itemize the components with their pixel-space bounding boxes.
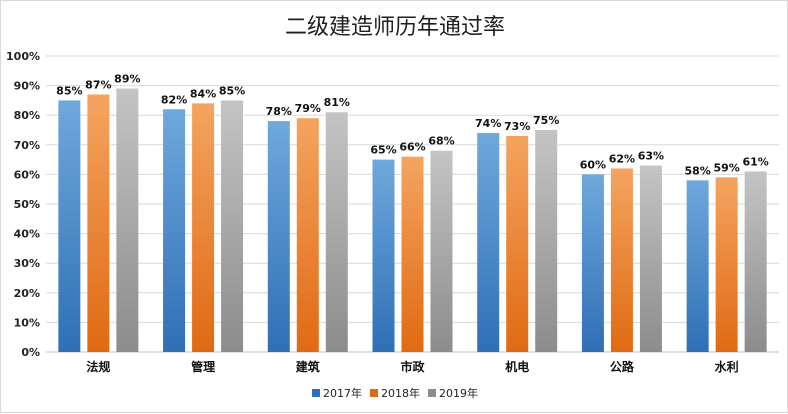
data-label: 84% xyxy=(190,87,216,100)
data-label: 59% xyxy=(713,161,739,174)
data-label: 85% xyxy=(219,84,245,97)
legend-swatch xyxy=(312,389,320,397)
y-tick-label: 20% xyxy=(14,287,40,300)
bar-2017年-市政 xyxy=(372,159,395,352)
bar-2019年-建筑 xyxy=(325,112,348,353)
data-label: 85% xyxy=(56,84,82,97)
data-label: 74% xyxy=(475,117,501,130)
y-tick-label: 60% xyxy=(14,168,40,181)
bar-2018年-水利 xyxy=(715,177,738,352)
y-tick-label: 50% xyxy=(14,198,40,211)
y-tick-label: 100% xyxy=(6,50,40,63)
y-tick-label: 90% xyxy=(14,80,40,93)
bar-2017年-法规 xyxy=(58,100,81,353)
x-tick-label: 管理 xyxy=(191,359,215,374)
bar-2018年-公路 xyxy=(610,168,633,352)
data-label: 62% xyxy=(609,152,635,165)
bar-2017年-公路 xyxy=(581,174,604,352)
data-label: 73% xyxy=(504,120,530,133)
y-tick-label: 70% xyxy=(14,139,40,152)
legend-swatch xyxy=(370,389,378,397)
y-axis-ticks: 0% 10% 20% 30% 40% 50% 60% 70% 80% 90% 100% xyxy=(6,50,40,359)
bar-2019年-市政 xyxy=(430,150,453,352)
data-label: 60% xyxy=(580,158,606,171)
data-label: 78% xyxy=(266,105,292,118)
x-tick-label: 机电 xyxy=(505,359,529,374)
bar-2017年-水利 xyxy=(686,180,709,352)
legend-label: 2017年 xyxy=(323,386,362,400)
x-tick-label: 法规 xyxy=(86,359,110,374)
data-label: 75% xyxy=(533,114,559,127)
bar-2018年-市政 xyxy=(401,156,424,352)
bar-2017年-建筑 xyxy=(267,121,290,353)
chart-title: 二级建造师历年通过率 xyxy=(285,15,505,40)
data-label: 63% xyxy=(638,150,664,163)
y-tick-label: 10% xyxy=(14,316,40,329)
bar-2017年-管理 xyxy=(163,109,186,352)
y-tick-label: 40% xyxy=(14,228,40,241)
data-label: 61% xyxy=(742,155,768,168)
y-tick-label: 30% xyxy=(14,257,40,270)
legend-label: 2018年 xyxy=(381,386,420,400)
data-label: 87% xyxy=(85,78,111,91)
bar-2019年-水利 xyxy=(744,171,767,352)
bar-2019年-管理 xyxy=(221,100,244,353)
x-axis-ticks: 法规 管理 建筑 市政 机电 公路 水利 xyxy=(86,359,738,374)
data-label: 82% xyxy=(161,93,187,106)
data-label: 89% xyxy=(114,73,140,86)
data-labels: 85% 87% 89%82% 84% 85%78% 79% 81%65% 66% 68%74% 7… xyxy=(56,73,769,178)
y-tick-label: 80% xyxy=(14,109,40,122)
data-label: 58% xyxy=(684,164,710,177)
bars xyxy=(58,88,767,353)
bar-2018年-管理 xyxy=(192,103,215,352)
legend-swatch xyxy=(428,389,436,397)
bar-2018年-建筑 xyxy=(296,118,319,352)
data-label: 65% xyxy=(370,144,396,157)
data-label: 81% xyxy=(324,96,350,109)
bar-2019年-公路 xyxy=(639,165,662,352)
legend: 2017年 2018年 2019年 xyxy=(312,386,478,400)
data-label: 68% xyxy=(428,135,454,148)
bar-2018年-机电 xyxy=(506,135,529,352)
bar-2019年-法规 xyxy=(116,88,139,352)
bar-2018年-法规 xyxy=(87,94,110,352)
data-label: 79% xyxy=(295,102,321,115)
x-tick-label: 建筑 xyxy=(295,359,320,374)
x-tick-label: 市政 xyxy=(400,359,425,374)
bar-2019年-机电 xyxy=(535,130,558,352)
y-tick-label: 0% xyxy=(21,346,40,359)
x-tick-label: 公路 xyxy=(610,359,635,374)
legend-label: 2019年 xyxy=(439,386,478,400)
data-label: 66% xyxy=(399,141,425,154)
bar-2017年-机电 xyxy=(477,132,500,352)
x-tick-label: 水利 xyxy=(715,359,739,374)
